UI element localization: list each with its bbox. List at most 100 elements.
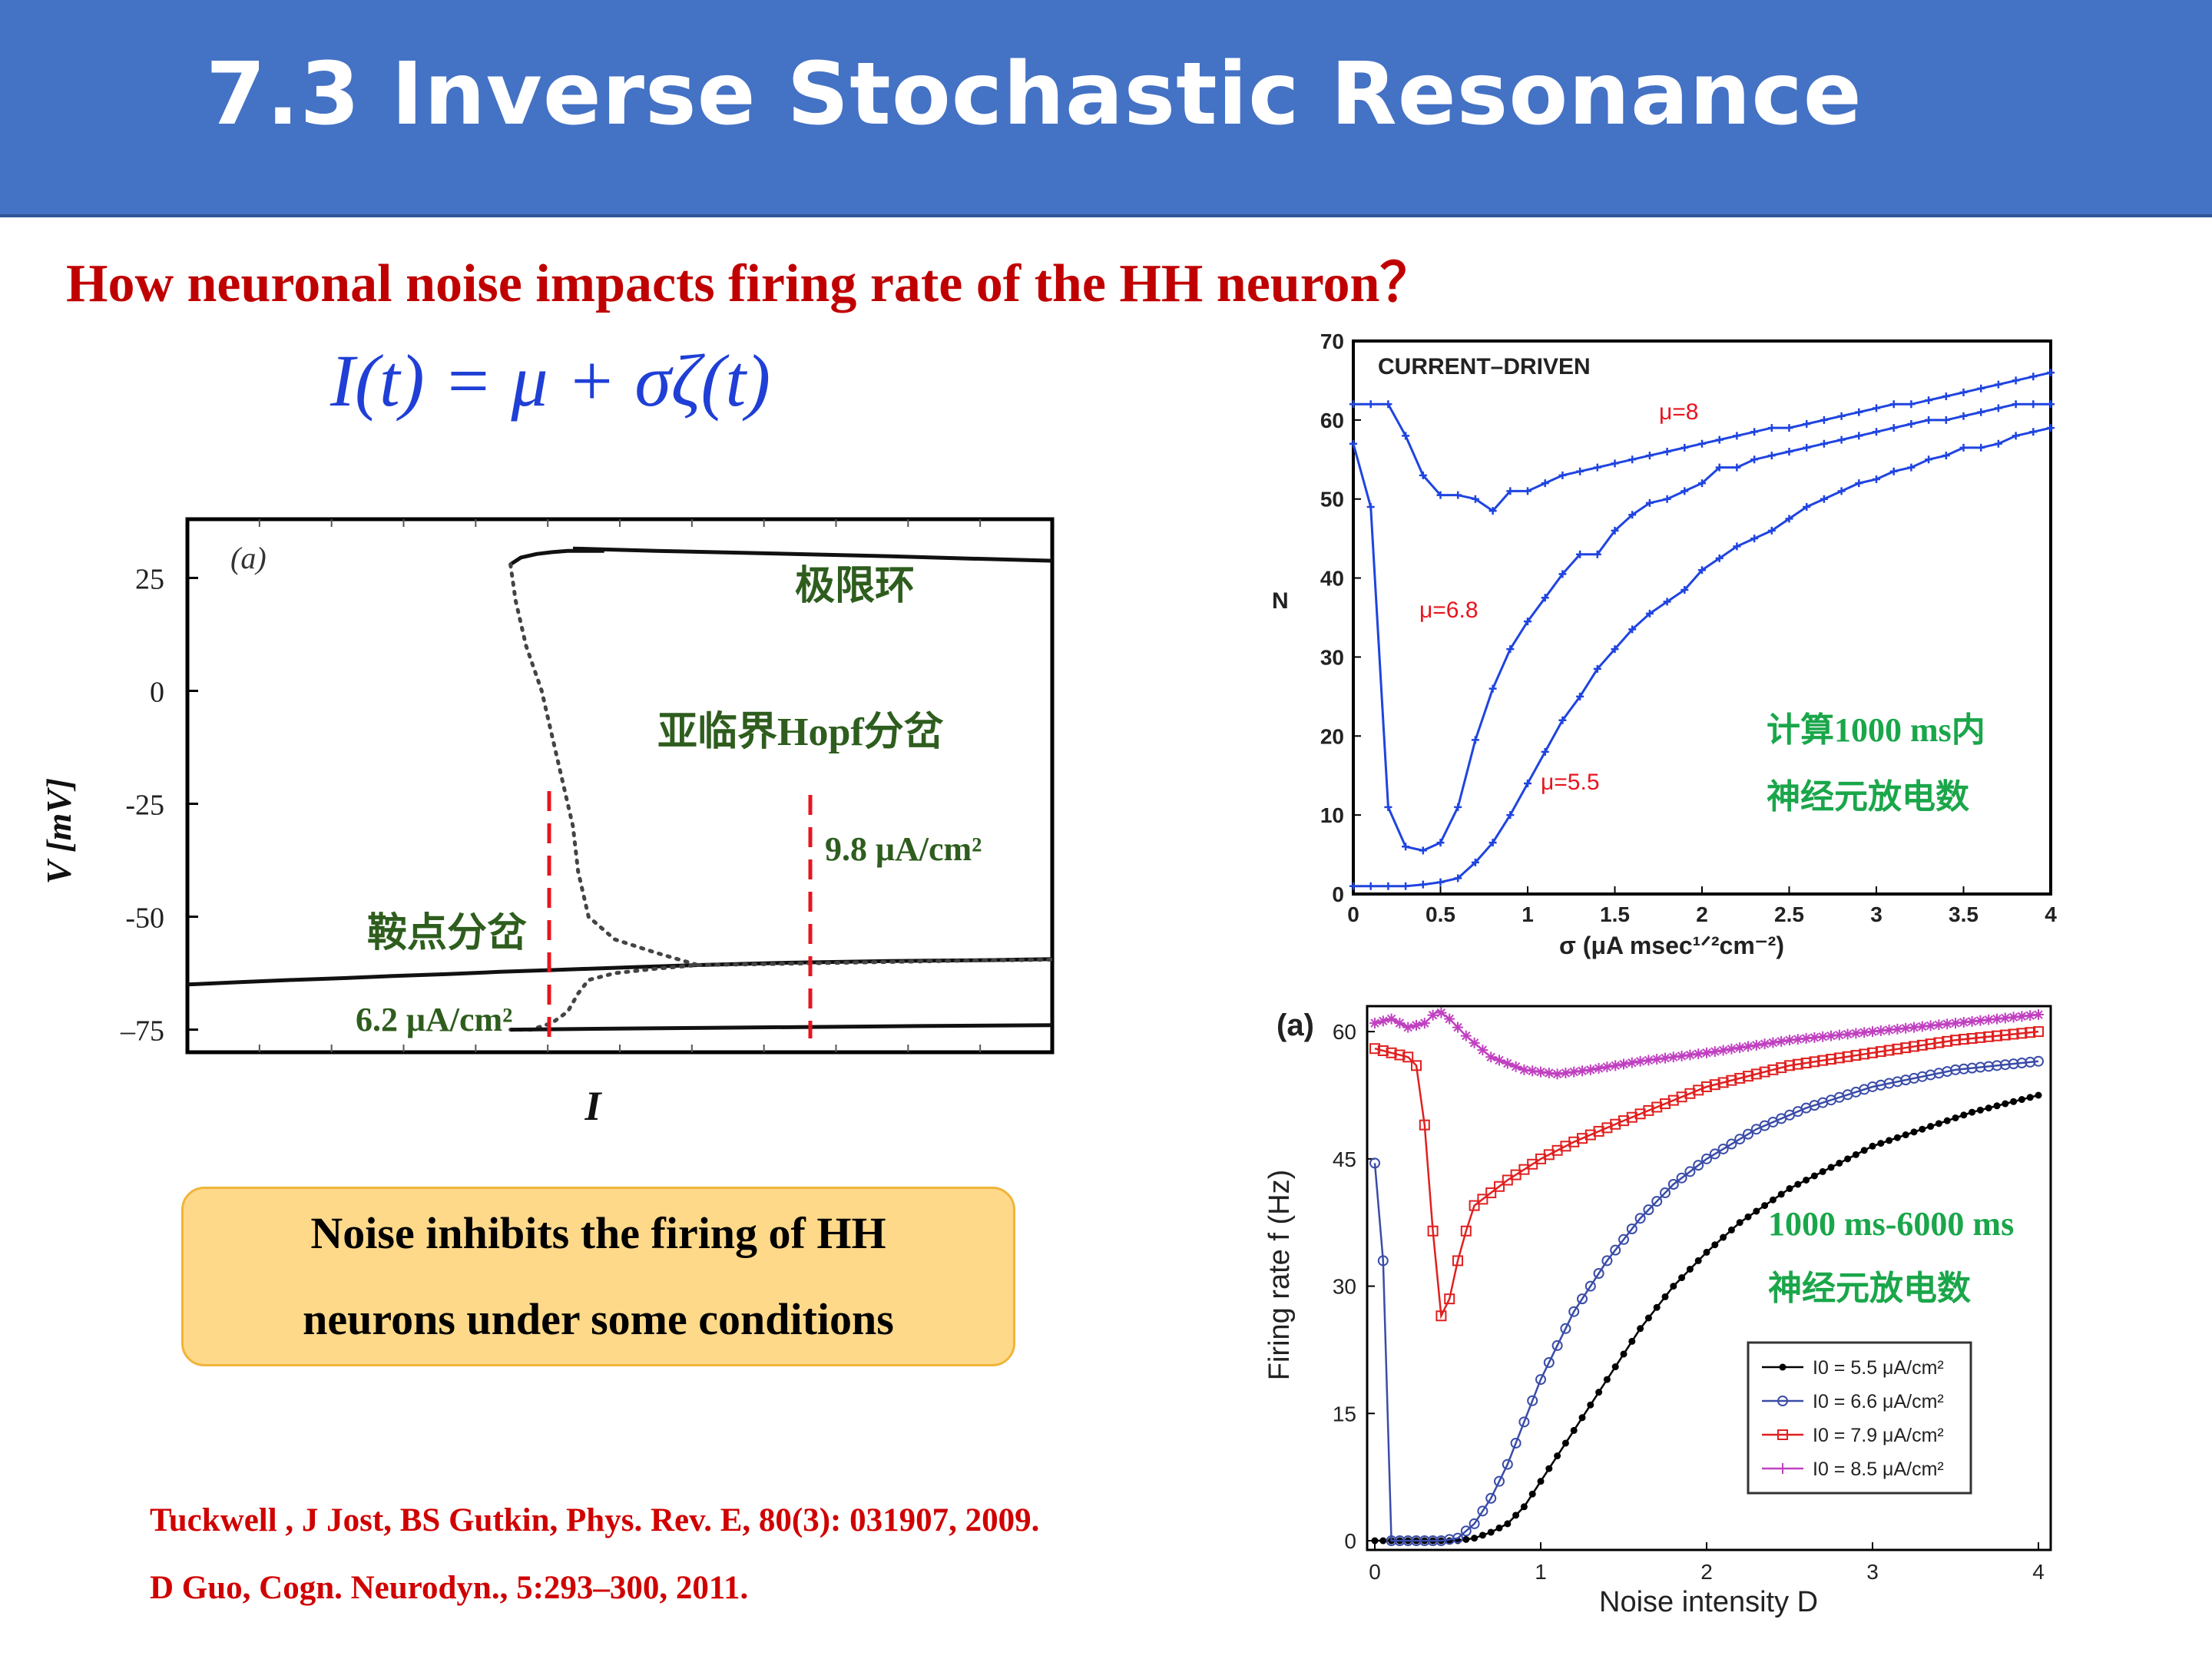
y-tick-label: 15 [1333, 1402, 1356, 1426]
firing-rate-marker [1386, 1047, 1397, 1058]
current-driven-data-point [1977, 408, 1985, 416]
firing-rate-marker [1759, 1038, 1770, 1050]
firing-rate-marker [1394, 1018, 1406, 1029]
bifurcation-branch [187, 963, 698, 987]
firing-rate-marker [1767, 1064, 1779, 1075]
firing-rate-marker [1850, 1050, 1862, 1061]
firing-rate-marker [1560, 1068, 1571, 1078]
firing-rate-marker [1611, 1363, 1619, 1371]
firing-rate-marker [1543, 1068, 1555, 1078]
firing-rate-marker [1734, 1042, 1746, 1054]
threshold-label-6.2: 6.2 μA/cm² [356, 1001, 512, 1038]
x-tick-label: 0 [1347, 902, 1359, 926]
firing-rate-marker [1601, 1122, 1613, 1134]
firing-rate-marker [1520, 1503, 1528, 1511]
legend-entry-label: I0 = 6.6 μA/cm² [1813, 1391, 1944, 1412]
firing-rate-marker [1950, 1064, 1961, 1075]
firing-rate-marker [1985, 1104, 1992, 1112]
current-driven-data-point [2012, 376, 2020, 385]
firing-rate-marker [1910, 1128, 1918, 1136]
firing-rate-marker [1667, 1179, 1679, 1190]
firing-rate-marker [1717, 1045, 1729, 1056]
firing-rate-marker [1916, 1039, 1928, 1051]
firing-rate-marker [1670, 1283, 1677, 1290]
firing-rate-marker [1402, 1535, 1414, 1546]
current-driven-data-point [1698, 439, 1706, 448]
current-driven-data-point [1524, 780, 1532, 787]
current-driven-data-point [1959, 443, 1968, 452]
y-tick-label: 50 [1320, 488, 1344, 512]
firing-rate-marker [1554, 1452, 1561, 1460]
current-driven-data-point [1750, 428, 1759, 436]
firing-rate-marker [1651, 1101, 1663, 1113]
current-driven-data-point [1767, 452, 1776, 460]
current-driven-data-point [1977, 384, 1985, 392]
firing-rate-marker [1902, 1131, 1909, 1139]
current-driven-data-point [1645, 452, 1654, 460]
current-driven-data-point [1384, 803, 1392, 811]
current-driven-data-point [1855, 479, 1863, 488]
firing-rate-marker [1610, 1060, 1621, 1071]
current-driven-data-point [1541, 747, 1549, 756]
current-driven-data-point [1558, 570, 1567, 578]
current-driven-data-point [1611, 645, 1619, 654]
firing-rate-marker [1784, 1060, 1795, 1071]
firing-rate-marker [1776, 1062, 1787, 1074]
firing-rate-marker [1800, 1058, 1812, 1069]
current-driven-data-point [1454, 874, 1462, 882]
current-driven-note-line2: 神经元放电数 [1767, 778, 1969, 816]
firing-rate-marker [1703, 1248, 1710, 1256]
firing-rate-marker [1925, 1020, 1936, 1031]
firing-rate-marker [1435, 1007, 1447, 1018]
conclusion-text: Noise inhibits the firing of HH neurons … [303, 1208, 894, 1344]
firing-rate-marker [1577, 1293, 1588, 1305]
firing-rate-marker [1686, 1265, 1694, 1273]
firing-rate-marker [1577, 1133, 1588, 1144]
current-driven-data-point [1942, 392, 1950, 400]
firing-rate-marker [1784, 1035, 1795, 1046]
current-driven-data-point [1785, 424, 1793, 432]
firing-rate-marker [1485, 1051, 1497, 1063]
firing-rate-marker [1975, 1015, 1986, 1026]
firing-rate-marker [1485, 1492, 1497, 1504]
firing-rate-marker [1769, 1196, 1777, 1204]
current-driven-x-axis-label: σ (μA msec¹ᐟ²cm⁻²) [1559, 932, 1784, 959]
firing-rate-marker [1660, 1187, 1671, 1199]
firing-rate-marker [1595, 1389, 1603, 1396]
current-driven-data-point [1436, 878, 1445, 886]
firing-rate-marker [1584, 1129, 1596, 1141]
current-driven-data-point [1402, 882, 1410, 890]
firing-rate-marker [2008, 1012, 2019, 1023]
firing-rate-marker [1435, 1310, 1447, 1322]
firing-rate-marker [1720, 1233, 1727, 1241]
firing-rate-marker [1504, 1520, 1512, 1528]
y-tick-label: 70 [1320, 329, 1344, 353]
y-tick-label: 60 [1333, 1020, 1356, 1044]
legend-entry-label: I0 = 8.5 μA/cm² [1813, 1459, 1944, 1480]
firing-rate-marker [1452, 1255, 1463, 1267]
firing-rate-marker [1803, 1176, 1810, 1184]
firing-rate-marker [1634, 1213, 1646, 1224]
current-driven-data-point [1873, 404, 1880, 412]
x-tick-label: 4 [2045, 902, 2057, 926]
current-driven-data-point [1611, 459, 1619, 468]
current-driven-data-point [1959, 388, 1968, 396]
firing-rate-marker [1618, 1115, 1629, 1127]
firing-rate-marker [1593, 1063, 1604, 1075]
x-tick-label: 2 [1696, 902, 1708, 926]
y-tick-label: –75 [120, 1015, 164, 1048]
x-tick-label: 0.5 [1426, 902, 1455, 926]
current-driven-data-point [1925, 455, 1933, 464]
firing-rate-marker [1427, 1225, 1439, 1237]
current-driven-data-point [2029, 373, 2038, 381]
firing-rate-marker [1792, 1034, 1803, 1045]
firing-rate-marker [1460, 1225, 1472, 1237]
firing-rate-marker [1587, 1401, 1594, 1409]
firing-rate-marker [1578, 1414, 1586, 1422]
y-tick-label: 0 [1332, 882, 1344, 906]
x-tick-label: 2 [1700, 1560, 1713, 1584]
current-driven-data-point [1524, 487, 1532, 495]
firing-rate-marker [1487, 1528, 1495, 1536]
firing-rate-marker [1676, 1091, 1687, 1103]
firing-rate-marker [1603, 1376, 1611, 1383]
